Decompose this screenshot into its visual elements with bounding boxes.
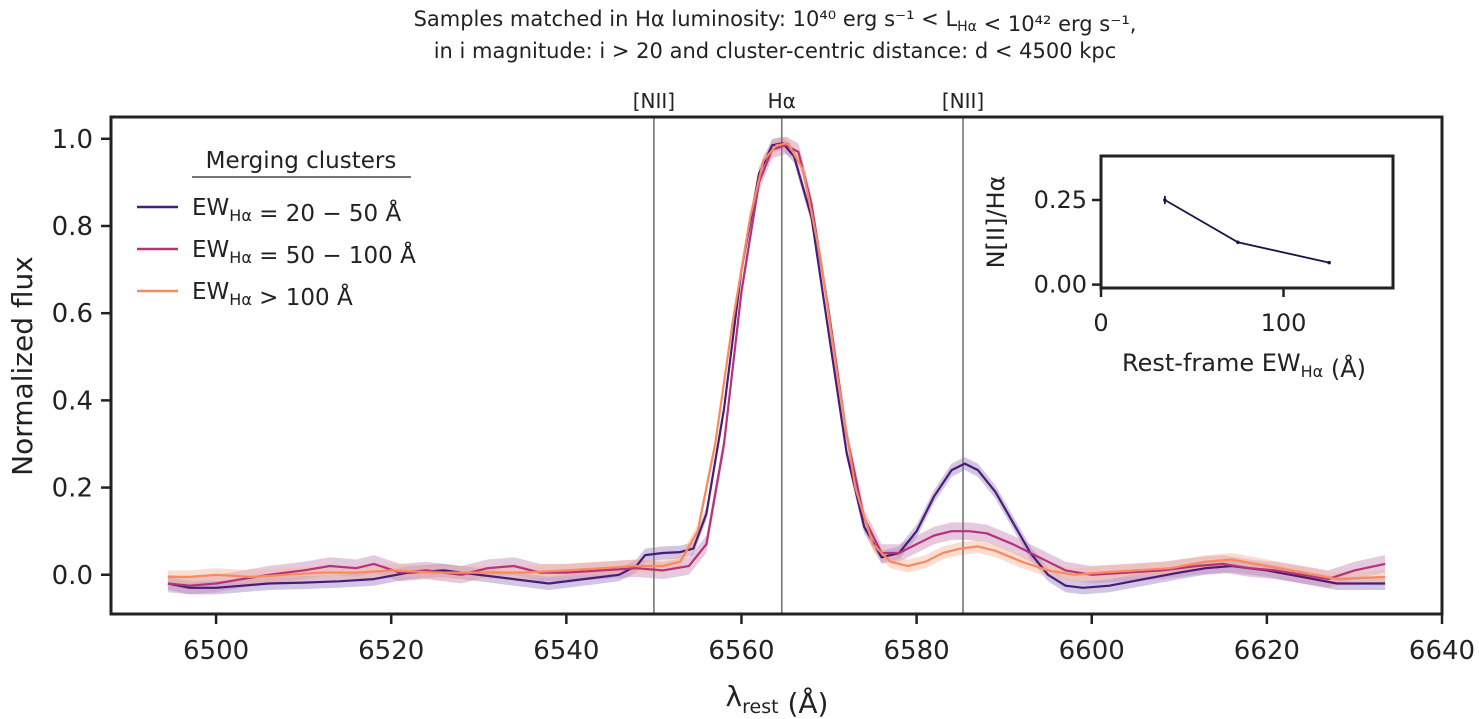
- main-line-labels: [NII] Hα [NII]: [633, 89, 984, 113]
- chart-title-line1: Samples matched in Hα luminosity: 10⁴⁰ e…: [414, 7, 1137, 36]
- inset-y-axis-label: N[II]/Hα: [982, 176, 1010, 269]
- chart-title-line2: in i magnitude: i > 20 and cluster-centr…: [434, 39, 1117, 63]
- x-tick-label: 6580: [884, 636, 950, 666]
- x-tick-label: 6560: [708, 636, 774, 666]
- inset-frame: [1099, 154, 1395, 290]
- x-tick-label: 6520: [358, 636, 424, 666]
- y-axis-label: Normalized flux: [6, 256, 39, 476]
- x-tick-label: 6620: [1234, 636, 1300, 666]
- y-tick-label: 1.0: [52, 125, 93, 155]
- y-tick-label: 0.2: [52, 474, 93, 504]
- emission-line-label-3: [NII]: [942, 89, 984, 113]
- inset-y-tick-label: 0.00: [1034, 271, 1087, 299]
- inset-point: [1327, 260, 1331, 265]
- emission-line-label-1: [NII]: [633, 89, 675, 113]
- x-tick-label: 6600: [1059, 636, 1125, 666]
- inset-x-tick-label: 100: [1261, 309, 1307, 337]
- emission-line-label-2: Hα: [768, 89, 796, 113]
- main-axis-ticks: 6500 6520 6540 6560 6580 6600 6620 6640 0.0 0.2 0.…: [52, 125, 1475, 666]
- legend-label-3: EWHα > 100 Å: [192, 279, 353, 311]
- y-tick-label: 0.4: [52, 386, 93, 416]
- inset-x-axis-label: Rest-frame EWHα (Å): [1122, 349, 1366, 383]
- inset-x-tick-label: 0: [1093, 309, 1108, 337]
- legend-label-1: EWHα = 20 − 50 Å: [192, 195, 401, 227]
- inset-y-tick-label: 0.25: [1034, 186, 1087, 214]
- inset-point: [1163, 198, 1167, 202]
- legend: Merging clusters EWHα = 20 − 50 Å EWHα = 5…: [137, 148, 416, 311]
- legend-label-2: EWHα = 50 − 100 Å: [192, 237, 416, 269]
- main-series-lines: [167, 142, 1386, 589]
- series-line-3: [167, 142, 1386, 581]
- x-tick-label: 6500: [183, 636, 249, 666]
- x-tick-label: 6540: [533, 636, 599, 666]
- main-plot-frame: [109, 115, 1444, 616]
- inset-point: [1236, 240, 1240, 245]
- inset-chart: 0 100 0.00 0.25 Rest-frame EWHα (Å) N[II]/Hα: [982, 154, 1395, 383]
- y-tick-label: 0.0: [52, 561, 93, 591]
- y-tick-label: 0.8: [52, 212, 93, 242]
- x-tick-label: 6640: [1409, 636, 1475, 666]
- legend-title: Merging clusters: [206, 148, 397, 174]
- y-tick-label: 0.6: [52, 299, 93, 329]
- x-axis-label: λrest (Å): [726, 680, 829, 719]
